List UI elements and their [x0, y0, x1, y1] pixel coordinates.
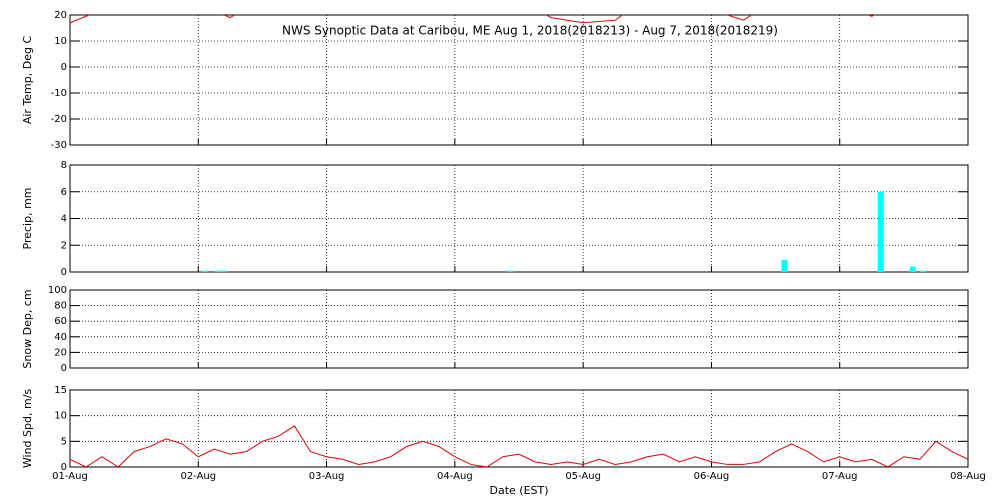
y-tick-label: 4	[61, 214, 67, 225]
y-tick-label: 0	[61, 267, 67, 278]
y-tick-label: 10	[54, 411, 67, 422]
plot-frame	[69, 389, 969, 468]
y-tick-label: 5	[61, 436, 67, 447]
y-tick-label: -30	[51, 140, 67, 151]
y-tick-label: 100	[48, 285, 67, 296]
y-axis-label: Precip, mm	[21, 188, 34, 250]
x-tick-label: 07-Aug	[822, 471, 858, 482]
y-tick-label: 40	[54, 332, 67, 343]
y-tick-label: 15	[54, 385, 67, 396]
y-tick-label: 10	[54, 36, 67, 47]
x-tick-label: 04-Aug	[437, 471, 473, 482]
y-tick-label: -20	[51, 114, 67, 125]
y-axis-label: Snow Dep, cm	[21, 289, 34, 368]
x-tick-label: 03-Aug	[309, 471, 345, 482]
bar	[877, 191, 884, 272]
bar	[781, 259, 788, 272]
bar	[507, 270, 514, 272]
y-tick-label: -10	[51, 88, 67, 99]
y-tick-label: 0	[61, 363, 67, 374]
x-tick-label: 05-Aug	[565, 471, 601, 482]
plot-frame	[69, 14, 969, 146]
x-tick-label: 01-Aug	[52, 471, 88, 482]
y-tick-label: 2	[61, 240, 67, 251]
x-axis-label: Date (EST)	[489, 484, 548, 497]
x-tick-label: 02-Aug	[180, 471, 216, 482]
data-line	[70, 425, 968, 467]
y-tick-label: 8	[61, 160, 67, 171]
y-tick-label: 60	[54, 316, 67, 327]
y-axis-label: Air Temp, Deg C	[21, 36, 34, 125]
y-tick-label: 20	[54, 347, 67, 358]
y-tick-label: 6	[61, 187, 67, 198]
bar	[920, 270, 927, 272]
bar	[201, 270, 208, 272]
x-tick-label: 06-Aug	[694, 471, 730, 482]
data-line	[70, 15, 876, 24]
bar	[909, 266, 916, 272]
plot-frame	[69, 289, 969, 369]
y-tick-label: 80	[54, 301, 67, 312]
y-tick-label: 20	[54, 10, 67, 21]
x-tick-label: 08-Aug	[950, 471, 986, 482]
y-axis-label: Wind Spd, m/s	[21, 389, 34, 469]
chart-title: NWS Synoptic Data at Caribou, ME Aug 1, …	[282, 24, 778, 38]
y-tick-label: 0	[61, 62, 67, 73]
plot-frame	[69, 164, 969, 273]
bar	[214, 270, 221, 272]
y-tick-label: 0	[61, 462, 67, 473]
bar	[220, 270, 227, 272]
